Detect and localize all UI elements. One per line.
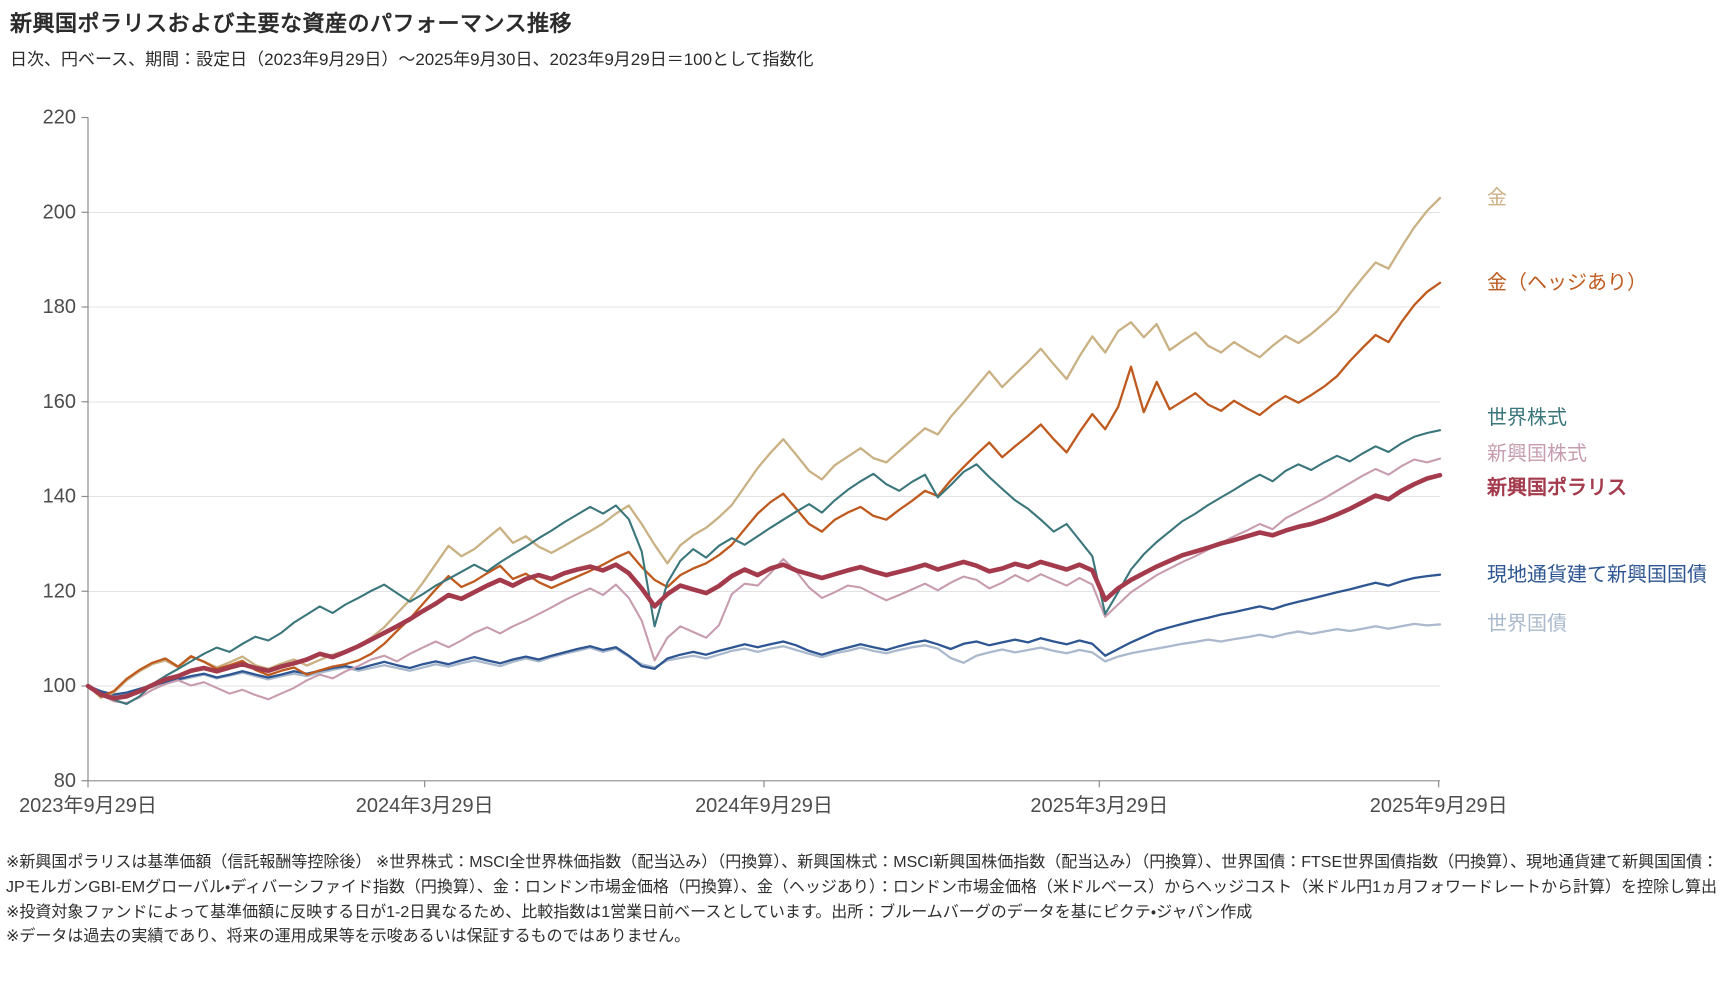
y-tick-label: 80 [54, 770, 76, 792]
series-label-world-bond: 世界国債 [1487, 613, 1567, 635]
footnote-disclaimer: ※データは過去の実績であり、将来の運用成果等を示唆あるいは保証するものではありま… [6, 928, 691, 946]
series-line-world_bond [86, 622, 1442, 698]
x-tick-label: 2025年9月29日 [1370, 794, 1508, 817]
footnote-basis-source: ※投資対象ファンドによって基準価額に反映する日が1-2日異なるため、比較指数は1… [6, 903, 1253, 921]
x-tick-label: 2024年9月29日 [695, 794, 833, 817]
x-tick-label: 2024年3月29日 [356, 794, 494, 817]
y-tick-label: 100 [43, 675, 76, 697]
chart-header: 新興国ポラリスおよび主要な資産のパフォーマンス推移 日次、円ベース、期間：設定日… [10, 6, 814, 70]
series-line-em_polaris [85, 472, 1443, 701]
series-label-em-polaris: 新興国ポラリス [1487, 477, 1627, 499]
series-label-gold-hedged: 金（ヘッジあり） [1487, 272, 1647, 294]
y-tick-label: 120 [43, 580, 76, 602]
series-line-world_equity [86, 429, 1442, 706]
series-label-gold: 金 [1487, 187, 1507, 209]
series-line-gold_jpy [86, 196, 1442, 699]
x-tick-label: 2025年3月29日 [1030, 794, 1168, 817]
performance-line-chart: 220 200 180 160 140 120 100 80 2023年9月29日 2024年3月… [19, 107, 1707, 817]
series-label-em-bond-local: 現地通貨建て新興国国債 [1487, 564, 1707, 586]
series-line-em_bond_local [86, 573, 1442, 696]
y-tick-label: 140 [43, 486, 76, 508]
chart-title: 新興国ポラリスおよび主要な資産のパフォーマンス推移 [10, 11, 573, 36]
axis [87, 117, 1440, 782]
series-line-gold_hedged [86, 281, 1442, 698]
series-label-world-equity: 世界株式 [1487, 407, 1567, 429]
footnote-indices: ※新興国ポラリスは基準価額（信託報酬等控除後） ※世界株式：MSCI全世界株価指… [6, 854, 1719, 896]
y-tick-label: 180 [43, 296, 76, 318]
series-label-em-equity: 新興国株式 [1487, 443, 1587, 465]
y-tick-label: 160 [43, 391, 76, 413]
x-tick-label: 2023年9月29日 [19, 794, 157, 817]
y-tick-label: 220 [43, 107, 76, 129]
y-tick-label: 200 [43, 201, 76, 223]
chart-subtitle: 日次、円ベース、期間：設定日（2023年9月29日）～2025年9月30日、20… [10, 50, 814, 69]
footnotes: ※新興国ポラリスは基準価額（信託報酬等控除後） ※世界株式：MSCI全世界株価指… [6, 851, 1728, 950]
